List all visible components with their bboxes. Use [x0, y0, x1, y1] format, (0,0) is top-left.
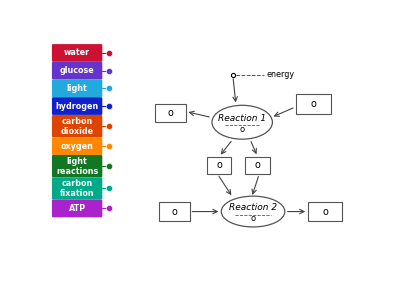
Text: o: o — [322, 207, 328, 217]
Text: light: light — [67, 84, 88, 93]
FancyBboxPatch shape — [52, 80, 102, 97]
FancyBboxPatch shape — [155, 104, 186, 122]
Text: carbon
dioxide: carbon dioxide — [60, 117, 94, 136]
FancyBboxPatch shape — [296, 94, 331, 114]
Ellipse shape — [212, 105, 272, 139]
Text: o: o — [216, 160, 222, 170]
FancyBboxPatch shape — [52, 44, 102, 62]
Text: Reaction 2: Reaction 2 — [229, 203, 277, 212]
Text: glucose: glucose — [60, 66, 94, 75]
Text: ATP: ATP — [68, 204, 86, 213]
Text: energy: energy — [266, 70, 294, 79]
FancyBboxPatch shape — [52, 177, 102, 200]
Ellipse shape — [221, 196, 285, 227]
Text: o: o — [310, 99, 316, 109]
Text: o: o — [250, 214, 256, 223]
FancyBboxPatch shape — [245, 157, 270, 174]
Text: water: water — [64, 48, 90, 57]
Text: o: o — [167, 108, 173, 118]
Text: oxygen: oxygen — [61, 142, 94, 151]
FancyBboxPatch shape — [52, 155, 102, 177]
FancyBboxPatch shape — [206, 157, 231, 174]
FancyBboxPatch shape — [52, 97, 102, 115]
Text: o: o — [171, 207, 177, 217]
FancyBboxPatch shape — [52, 115, 102, 137]
FancyBboxPatch shape — [52, 62, 102, 80]
Text: carbon
fixation: carbon fixation — [60, 179, 94, 198]
FancyBboxPatch shape — [158, 202, 190, 221]
Text: hydrogen: hydrogen — [56, 102, 99, 111]
Text: o: o — [240, 125, 245, 134]
FancyBboxPatch shape — [308, 202, 342, 221]
FancyBboxPatch shape — [52, 137, 102, 155]
Text: o: o — [255, 160, 261, 170]
FancyBboxPatch shape — [52, 200, 102, 217]
Text: Reaction 1: Reaction 1 — [218, 114, 266, 123]
Text: light
reactions: light reactions — [56, 157, 98, 176]
